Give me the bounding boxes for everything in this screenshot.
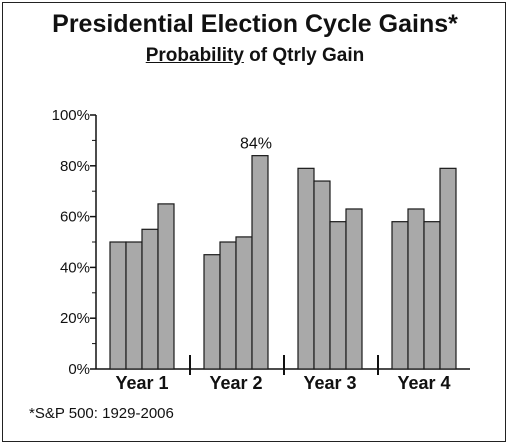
- bar: [407, 208, 425, 370]
- y-tick-label: 0%: [68, 361, 90, 378]
- bar: [297, 167, 315, 370]
- data-label: 84%: [240, 136, 272, 153]
- x-category-label: Year 1: [115, 373, 168, 393]
- y-tick-label: 40%: [60, 259, 90, 276]
- bar: [439, 167, 457, 370]
- bar: [235, 236, 253, 370]
- x-category-label: Year 4: [397, 373, 450, 393]
- bar: [423, 221, 441, 370]
- y-tick-label: 20%: [60, 310, 90, 327]
- bar: [219, 241, 237, 370]
- bar: [251, 155, 269, 370]
- chart-title: Presidential Election Cycle Gains*: [52, 10, 458, 38]
- chart-subtitle: Probability of Qtrly Gain: [0, 45, 510, 67]
- y-tick-label: 60%: [60, 209, 90, 226]
- bar-chart: 0% 20% 40% 60% 80% 100% Year 1 Year 2 Year 3 Year…: [52, 107, 470, 393]
- y-tick-label: 80%: [60, 158, 90, 175]
- bar: [203, 254, 221, 370]
- bar: [125, 241, 143, 370]
- subtitle-rest: of Qtrly Gain: [243, 45, 365, 66]
- bar: [313, 180, 331, 370]
- bar: [345, 208, 363, 370]
- bar: [141, 228, 159, 370]
- footnote: *S&P 500: 1929-2006: [29, 405, 174, 422]
- subtitle-underlined: Probability: [145, 45, 244, 66]
- bar: [391, 221, 409, 370]
- bar: [109, 241, 127, 370]
- bar: [329, 221, 347, 370]
- bar: [157, 203, 175, 370]
- x-category-label: Year 2: [209, 373, 262, 393]
- x-category-label: Year 3: [303, 373, 356, 393]
- y-tick-label: 100%: [52, 107, 90, 124]
